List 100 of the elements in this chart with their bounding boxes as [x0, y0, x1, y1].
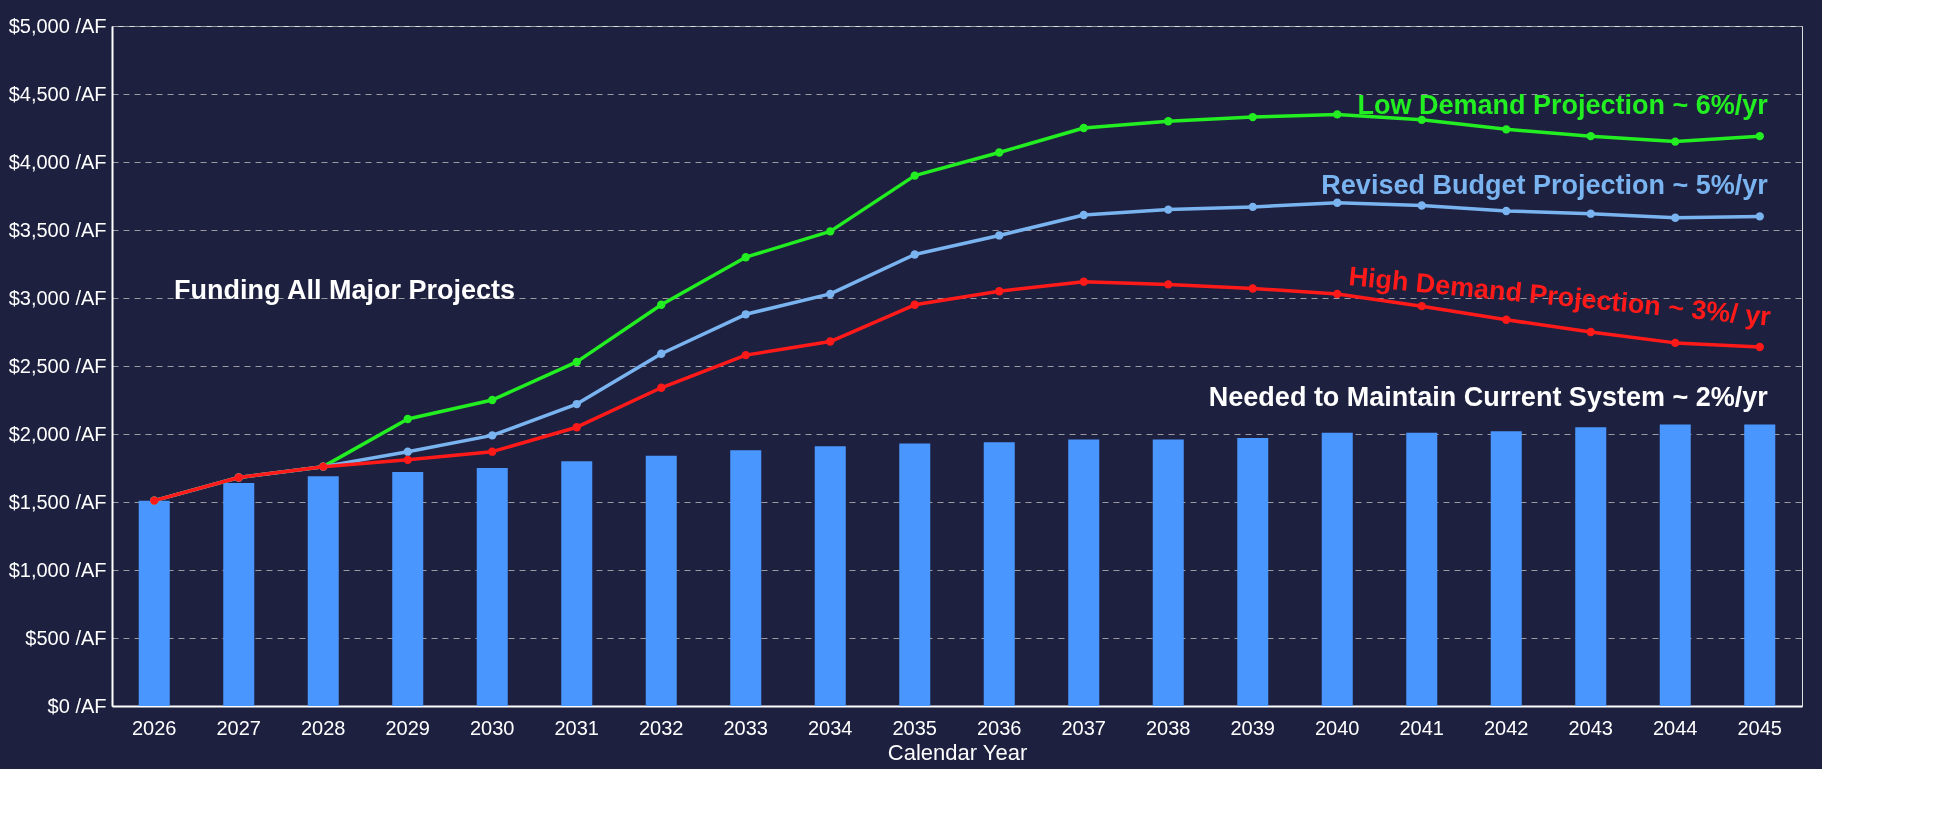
bar [1152, 439, 1184, 706]
x-tick-label: 2037 [1061, 716, 1106, 739]
point [741, 310, 750, 319]
y-tick-label: $1,000 /AF [8, 558, 107, 581]
x-tick-label: 2036 [977, 716, 1022, 739]
y-tick-label: $0 /AF [47, 694, 107, 717]
y-tick-label: $4,500 /AF [8, 82, 107, 105]
point [1417, 201, 1426, 210]
point [403, 455, 412, 465]
bar [645, 455, 677, 706]
point [572, 423, 581, 432]
point [910, 300, 919, 309]
bar [1068, 439, 1100, 706]
x-tick-label: 2042 [1484, 716, 1529, 739]
y-tick-label: $3,000 /AF [8, 286, 107, 309]
point [1079, 123, 1088, 133]
point [403, 414, 412, 424]
x-tick-label: 2028 [301, 716, 346, 739]
point [488, 431, 497, 440]
point [1755, 212, 1764, 221]
point [1164, 280, 1173, 289]
point [1417, 115, 1426, 125]
point [1079, 210, 1088, 220]
point [1586, 209, 1595, 218]
y-tick-label: $1,500 /AF [8, 490, 107, 513]
point [657, 349, 666, 358]
y-tick-label: $3,500 /AF [8, 218, 107, 241]
point [1502, 206, 1511, 216]
point [1671, 338, 1680, 348]
x-tick-label: 2035 [892, 716, 937, 739]
bar [223, 482, 255, 706]
point [910, 250, 919, 259]
y-tick-label: $2,500 /AF [8, 354, 107, 377]
bar [476, 468, 508, 706]
bar [561, 461, 593, 706]
point [1164, 117, 1173, 126]
point [1248, 202, 1257, 212]
bar [1406, 432, 1438, 706]
point [1586, 327, 1595, 337]
x-tick-label: 2038 [1146, 716, 1191, 739]
bar [1237, 438, 1269, 706]
x-tick-label: 2033 [723, 716, 768, 739]
x-tick-label: 2029 [385, 716, 430, 739]
point [826, 227, 835, 236]
point [572, 399, 581, 409]
point [1586, 131, 1595, 141]
point [657, 383, 666, 392]
y-tick-label: $2,000 /AF [8, 422, 107, 445]
y-tick-label: $5,000 /AF [8, 14, 107, 37]
bar [307, 476, 339, 706]
point [741, 253, 750, 262]
point [826, 289, 835, 299]
point [1248, 284, 1257, 293]
bar [730, 450, 762, 706]
bar [814, 446, 846, 706]
x-tick-label: 2030 [470, 716, 515, 739]
point [488, 447, 497, 456]
bar [1490, 431, 1522, 706]
bar [899, 443, 931, 706]
series-label: Low Demand Projection ~ 6%/yr [1357, 90, 1769, 121]
point [741, 350, 750, 360]
y-tick-label: $4,000 /AF [8, 150, 107, 173]
point [1502, 125, 1511, 134]
series-label: Needed to Maintain Current System ~ 2%/yr [1208, 382, 1769, 413]
point [572, 357, 581, 367]
bar [1659, 424, 1691, 706]
point [1671, 137, 1680, 146]
point [1755, 131, 1764, 141]
series-label: Revised Budget Projection ~ 5%/yr [1321, 170, 1769, 201]
point [1248, 112, 1257, 122]
x-tick-label: 2045 [1737, 716, 1782, 739]
point [1671, 213, 1680, 222]
annotation: Funding All Major Projects [174, 275, 516, 306]
text: High Demand Projection ~ 3%/ yr [1347, 261, 1773, 332]
point [488, 395, 497, 405]
y-tick-label: $500 /AF [25, 626, 107, 649]
x-tick-label: 2041 [1399, 716, 1444, 739]
bar [1321, 432, 1353, 706]
point [1333, 110, 1342, 119]
bar [983, 442, 1015, 706]
point [403, 447, 412, 456]
x-tick-label: 2032 [639, 716, 684, 739]
x-tick-label: 2040 [1315, 716, 1360, 739]
point [1333, 198, 1342, 207]
x-tick-label: 2027 [216, 716, 261, 739]
point [1333, 289, 1342, 299]
bar [1744, 424, 1776, 706]
bar [392, 472, 424, 706]
x-tick-label: 2026 [132, 716, 177, 739]
bar [1575, 427, 1607, 706]
x-tick-label: 2043 [1568, 716, 1613, 739]
point [826, 337, 835, 346]
point [1164, 205, 1173, 214]
x-tick-label: 2044 [1653, 716, 1698, 739]
point [995, 231, 1004, 240]
x-tick-label: 2034 [808, 716, 853, 739]
x-axis-title: Calendar Year [887, 739, 1028, 765]
x-tick-label: 2031 [554, 716, 599, 739]
point [657, 300, 666, 309]
point [995, 287, 1004, 296]
